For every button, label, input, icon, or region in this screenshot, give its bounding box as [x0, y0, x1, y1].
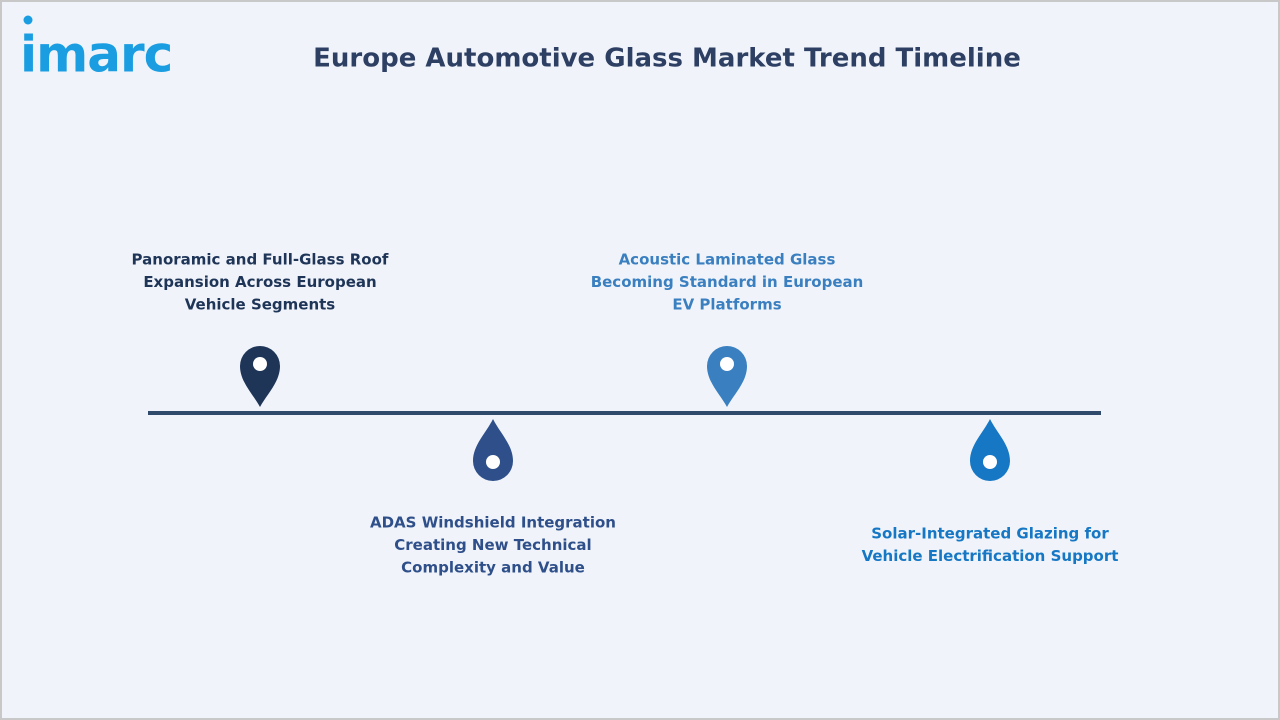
logo: imarc — [20, 26, 172, 84]
milestone-text: Expansion Across European — [143, 273, 376, 291]
logo-dot — [23, 15, 33, 25]
map-pin — [240, 346, 280, 407]
milestone-text: EV Platforms — [672, 296, 781, 314]
map-pin — [473, 419, 513, 481]
map-pin — [707, 346, 747, 407]
pin-hole — [983, 455, 997, 469]
milestone-text: Becoming Standard in European — [591, 273, 864, 291]
milestone-text: Acoustic Laminated Glass — [619, 251, 836, 269]
map-pin — [970, 419, 1010, 481]
milestone-text: ADAS Windshield Integration — [370, 514, 616, 532]
pin-hole — [486, 455, 500, 469]
milestone-text: Vehicle Electrification Support — [862, 547, 1119, 565]
milestone-text: Panoramic and Full-Glass Roof — [132, 251, 389, 269]
milestone-text: Solar-Integrated Glazing for — [871, 525, 1109, 543]
milestone-text: Creating New Technical — [394, 536, 591, 554]
pin-hole — [253, 357, 267, 371]
milestone-text: Vehicle Segments — [185, 296, 336, 314]
milestone-text: Complexity and Value — [401, 559, 585, 577]
pin-hole — [720, 357, 734, 371]
title: Europe Automotive Glass Market Trend Tim… — [313, 44, 1021, 74]
